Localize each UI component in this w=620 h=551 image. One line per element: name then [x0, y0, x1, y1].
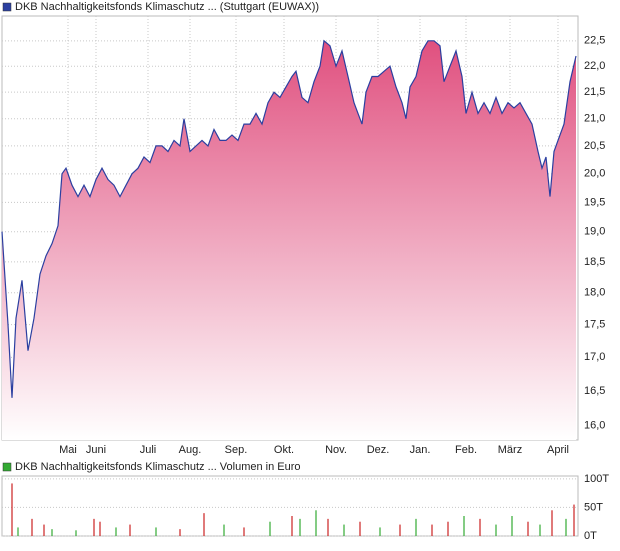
x-tick-label: Okt. — [274, 444, 294, 456]
y-tick-label: 19,0 — [584, 226, 605, 238]
volume-bar — [203, 513, 205, 536]
x-tick-label: April — [547, 444, 569, 456]
x-tick-label: Mai — [59, 444, 77, 456]
volume-bar — [129, 524, 131, 536]
legend-swatch — [2, 462, 12, 472]
volume-bar — [539, 524, 541, 536]
volume-bar — [75, 530, 77, 536]
volume-bar — [447, 521, 449, 536]
volume-bar — [155, 527, 157, 536]
volume-bar — [299, 518, 301, 536]
x-tick-label: Dez. — [367, 444, 390, 456]
volume-bar — [43, 524, 45, 536]
volume-bar — [315, 510, 317, 536]
volume-bar — [479, 518, 481, 536]
line — [1, 39, 577, 398]
x-tick-label: Jan. — [410, 444, 431, 456]
legend-swatch — [2, 2, 12, 12]
volume-bar — [93, 518, 95, 536]
x-tick-label: Aug. — [179, 444, 202, 456]
volume-bar — [573, 504, 575, 536]
volume-bar — [223, 524, 225, 536]
volume-bar — [115, 527, 117, 536]
plot-frame — [1, 475, 579, 537]
legend-label: DKB Nachhaltigkeitsfonds Klimaschutz ...… — [15, 1, 319, 13]
legend-label: DKB Nachhaltigkeitsfonds Klimaschutz ...… — [15, 461, 301, 473]
volume-bar — [99, 521, 101, 536]
volume-bar — [527, 521, 529, 536]
volume-bar — [269, 521, 271, 536]
y-tick-label: 21,5 — [584, 86, 605, 98]
x-tick-label: Nov. — [325, 444, 347, 456]
volume-bar — [327, 518, 329, 536]
y-tick-label: 20,5 — [584, 140, 605, 152]
volume-bar — [551, 510, 553, 536]
x-tick-label: Sep. — [225, 444, 248, 456]
volume-bar — [511, 516, 513, 536]
volume-bar — [399, 524, 401, 536]
volume-bar — [379, 527, 381, 536]
y-tick-label: 22,0 — [584, 60, 605, 72]
y-tick-label: 20,0 — [584, 168, 605, 180]
y-tick-label: 50T — [584, 501, 603, 513]
y-tick-label: 17,5 — [584, 319, 605, 331]
volume-bar — [359, 521, 361, 536]
volume-bar — [565, 518, 567, 536]
y-tick-label: 22,5 — [584, 35, 605, 47]
volume-bar — [415, 518, 417, 536]
volume-bar — [243, 527, 245, 536]
area — [2, 40, 576, 441]
volume-bar — [17, 527, 19, 536]
y-tick-label: 0T — [584, 530, 597, 542]
y-tick-label: 16,5 — [584, 385, 605, 397]
volume-bar — [179, 529, 181, 536]
y-tick-label: 21,0 — [584, 113, 605, 125]
volume-bar — [463, 516, 465, 536]
x-tick-label: Feb. — [455, 444, 477, 456]
volume-bar — [51, 529, 53, 536]
x-tick-label: Juni — [86, 444, 106, 456]
y-tick-label: 100T — [584, 473, 609, 485]
volume-bar — [291, 516, 293, 536]
y-tick-label: 18,0 — [584, 287, 605, 299]
volume-bar — [431, 524, 433, 536]
x-tick-label: März — [498, 444, 522, 456]
volume-bar — [343, 524, 345, 536]
volume-bar — [495, 524, 497, 536]
volume-bar — [31, 518, 33, 536]
x-tick-label: Juli — [140, 444, 157, 456]
y-tick-label: 17,0 — [584, 351, 605, 363]
y-tick-label: 18,5 — [584, 256, 605, 268]
volume-bar — [11, 483, 13, 536]
y-tick-label: 16,0 — [584, 420, 605, 432]
y-tick-label: 19,5 — [584, 196, 605, 208]
